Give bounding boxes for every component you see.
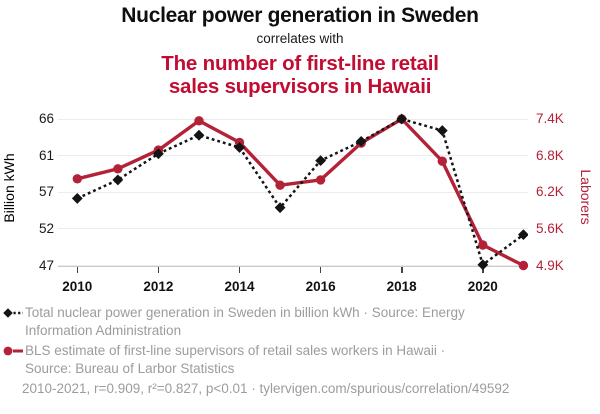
legend-label: BLS estimate of first-line supervisors o… [25, 343, 446, 376]
left-axis-tick: 66 [38, 111, 54, 126]
circle-marker-icon [437, 156, 447, 166]
x-axis-tickmark [76, 267, 78, 273]
diamond-marker-icon [477, 259, 489, 271]
gridline [58, 265, 528, 266]
right-axis-tick: 7.4K [536, 111, 564, 126]
right-axis-tick: 6.2K [536, 184, 564, 200]
x-axis-tickmark [319, 267, 322, 273]
diamond-marker-icon [112, 174, 124, 186]
diamond-marker-icon [518, 229, 528, 241]
diamond-marker-icon [193, 129, 205, 141]
circle-marker-icon [3, 346, 23, 356]
chart-title: Nuclear power generation in Sweden [121, 4, 479, 27]
right-axis-tick: 6.8K [536, 147, 564, 163]
circle-marker-icon [113, 164, 123, 174]
legend-item-sweden-nuclear: Total nuclear power generation in Sweden… [3, 304, 465, 339]
right-axis-title: Laborers [578, 169, 594, 225]
correlates-with-label: correlates with [256, 31, 344, 46]
legend-item-hawaii-supervisors: BLS estimate of first-line supervisors o… [3, 342, 445, 377]
left-axis-tick: 57 [38, 184, 54, 200]
x-axis-label: 2012 [143, 279, 174, 294]
diamond-marker-icon [274, 202, 286, 214]
chart-subtitle: The number of first-line retail sales su… [0, 52, 600, 98]
circle-marker-icon [194, 116, 204, 126]
chart-subtitle-line1: The number of first-line retail [161, 52, 439, 75]
x-axis-label: 2016 [305, 279, 336, 294]
circle-marker-icon [72, 174, 82, 184]
gridline [58, 228, 528, 230]
x-axis-label: 2020 [467, 279, 498, 294]
gridline [58, 118, 528, 120]
left-axis-tick: 61 [38, 147, 54, 163]
x-axis-label: 2010 [62, 279, 93, 294]
diamond-marker-icon [396, 113, 408, 125]
diamond-marker-icon [234, 142, 245, 153]
circle-marker-icon [518, 260, 528, 271]
stats-footer: 2010-2021, r=0.909, r²=0.827, p<0.01 · t… [22, 381, 510, 396]
x-axis-label: 2014 [224, 279, 255, 294]
left-axis-tick: 52 [38, 220, 54, 236]
sweden-nuclear-line [76, 117, 525, 267]
circle-marker-icon [478, 240, 488, 250]
diamond-marker-icon [3, 308, 23, 318]
gridline [58, 155, 528, 157]
diamond-marker-icon [355, 135, 367, 147]
diamond-marker-icon [315, 155, 327, 167]
x-axis-tickmark [238, 267, 241, 273]
circle-marker-icon [315, 175, 326, 185]
right-axis-tick: 4.9K [536, 257, 564, 273]
right-axis-tick: 5.6K [536, 220, 564, 236]
chart-subtitle-line2: sales supervisors in Hawaii [168, 75, 432, 98]
legend-label: Total nuclear power generation in Sweden… [25, 305, 465, 338]
plot-area [71, 113, 528, 271]
left-axis-title: Billion kWh [1, 153, 17, 223]
x-axis-tickmark [401, 267, 403, 273]
left-axis-tick: 47 [38, 257, 54, 273]
diamond-marker-icon [71, 193, 83, 204]
gridline [58, 191, 528, 193]
x-axis-line [58, 266, 528, 267]
x-axis-label: 2018 [386, 279, 417, 294]
diamond-marker-icon [436, 125, 448, 136]
circle-marker-icon [275, 180, 285, 190]
hawaii-supervisors-line [76, 116, 525, 268]
x-axis-tickmark [157, 267, 160, 273]
